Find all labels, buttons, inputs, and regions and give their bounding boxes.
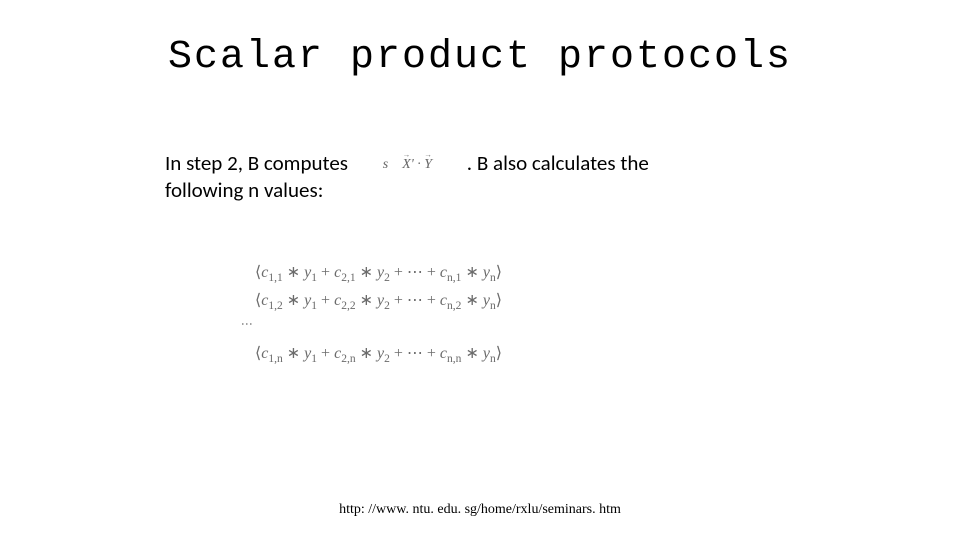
math-row-n: ⟨c1,n ∗ y1 + c2,n ∗ y2 + ⋯ + cn,n ∗ yn⟩ — [255, 341, 502, 369]
footer-url: http: //www. ntu. edu. sg/home/rxlu/semi… — [0, 502, 960, 518]
math-row-1: ⟨c1,1 ∗ y1 + c2,1 ∗ y2 + ⋯ + cn,1 ∗ yn⟩ — [255, 260, 502, 288]
math-row-dots: ⋮ — [255, 315, 502, 341]
math-block: ⟨c1,1 ∗ y1 + c2,1 ∗ y2 + ⋯ + cn,1 ∗ yn⟩ … — [255, 260, 502, 368]
inline-math: s X' · Y — [353, 156, 462, 174]
body-text: In step 2, B computes s X' · Y . B also … — [165, 150, 795, 205]
body-suffix: . B also calculates the — [467, 150, 649, 176]
body-line2: following n values: — [165, 177, 795, 204]
body-prefix: In step 2, B computes — [165, 150, 348, 176]
slide: Scalar product protocols In step 2, B co… — [0, 0, 960, 540]
math-row-2: ⟨c1,2 ∗ y1 + c2,2 ∗ y2 + ⋯ + cn,2 ∗ yn⟩ — [255, 288, 502, 316]
slide-title: Scalar product protocols — [0, 35, 960, 80]
